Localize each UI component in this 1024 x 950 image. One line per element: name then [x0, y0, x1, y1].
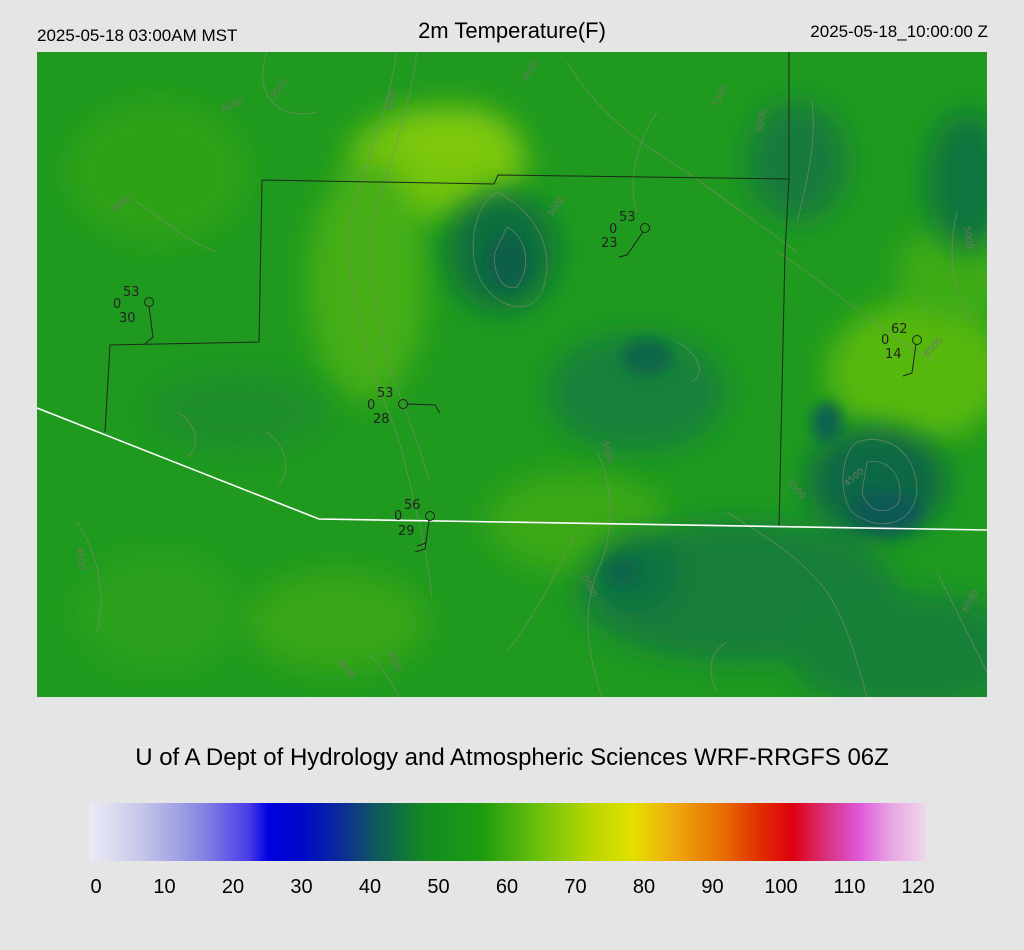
- county-boundaries: [104, 52, 790, 528]
- colorbar-gradient: [89, 803, 926, 861]
- station-code: 0: [394, 509, 402, 524]
- station-temp: 56: [404, 498, 421, 513]
- station-dewpoint: 29: [398, 524, 415, 539]
- contour-label: 6000: [755, 108, 769, 133]
- colorbar-tick-label: 110: [833, 876, 866, 898]
- station-temp: 62: [891, 322, 908, 337]
- model-credit: U of A Dept of Hydrology and Atmospheric…: [135, 744, 889, 771]
- map-title: 2m Temperature(F): [418, 18, 606, 43]
- contour-label: 4500: [74, 546, 86, 570]
- colorbar-tick-label: 60: [495, 876, 519, 898]
- station-plot: 62 0 14: [881, 322, 922, 377]
- station-code: 0: [881, 333, 889, 348]
- station-dewpoint: 28: [373, 412, 390, 427]
- colorbar: [89, 803, 926, 861]
- station-dewpoint: 30: [119, 311, 136, 326]
- terrain-contours: [76, 52, 987, 697]
- station-code: 0: [113, 297, 121, 312]
- station-code: 0: [609, 222, 617, 237]
- station-plot: 53 0 30: [113, 285, 154, 345]
- colorbar-tick-label: 20: [221, 876, 245, 898]
- temperature-map: 3000 3500 4000 4500 5000 5500 6000 6500 …: [37, 52, 987, 697]
- station-plot: 53 0 23: [601, 210, 650, 258]
- colorbar-tick-label: 100: [764, 876, 798, 898]
- colorbar-tick-label: 70: [564, 876, 587, 898]
- colorbar-tick-label: 40: [358, 876, 382, 898]
- station-plot: 53 0 28: [367, 386, 441, 427]
- station-plots: 53 0 30 53 0 23 53 0 28: [113, 210, 922, 553]
- colorbar-tick-label: 90: [701, 876, 724, 898]
- contour-label: 5000: [961, 226, 975, 251]
- utc-time-label: 2025-05-18_10:00:00 Z: [810, 22, 988, 41]
- colorbar-tick-label: 10: [153, 876, 176, 898]
- station-plot: 56 0 29: [394, 498, 435, 553]
- station-temp: 53: [123, 285, 140, 300]
- temperature-field: [67, 102, 987, 697]
- colorbar-tick-label: 120: [901, 876, 935, 898]
- colorbar-tick-label: 30: [290, 876, 313, 898]
- station-code: 0: [367, 398, 375, 413]
- station-temp: 53: [377, 386, 394, 401]
- station-temp: 53: [619, 210, 636, 225]
- local-time-label: 2025-05-18 03:00AM MST: [37, 26, 238, 45]
- colorbar-tick-label: 0: [90, 876, 102, 898]
- colorbar-tick-label: 80: [632, 876, 656, 898]
- colorbar-tick-label: 50: [427, 876, 450, 898]
- contour-label: 3000: [385, 88, 399, 113]
- border-line: [37, 407, 987, 531]
- station-dewpoint: 23: [601, 236, 618, 251]
- station-dewpoint: 14: [885, 347, 902, 362]
- header: 2025-05-18 03:00AM MST 2m Temperature(F)…: [0, 0, 1024, 52]
- colorbar-ticks: 0 10 20 30 40 50 60 70 80 90 100 110 120: [0, 876, 1024, 902]
